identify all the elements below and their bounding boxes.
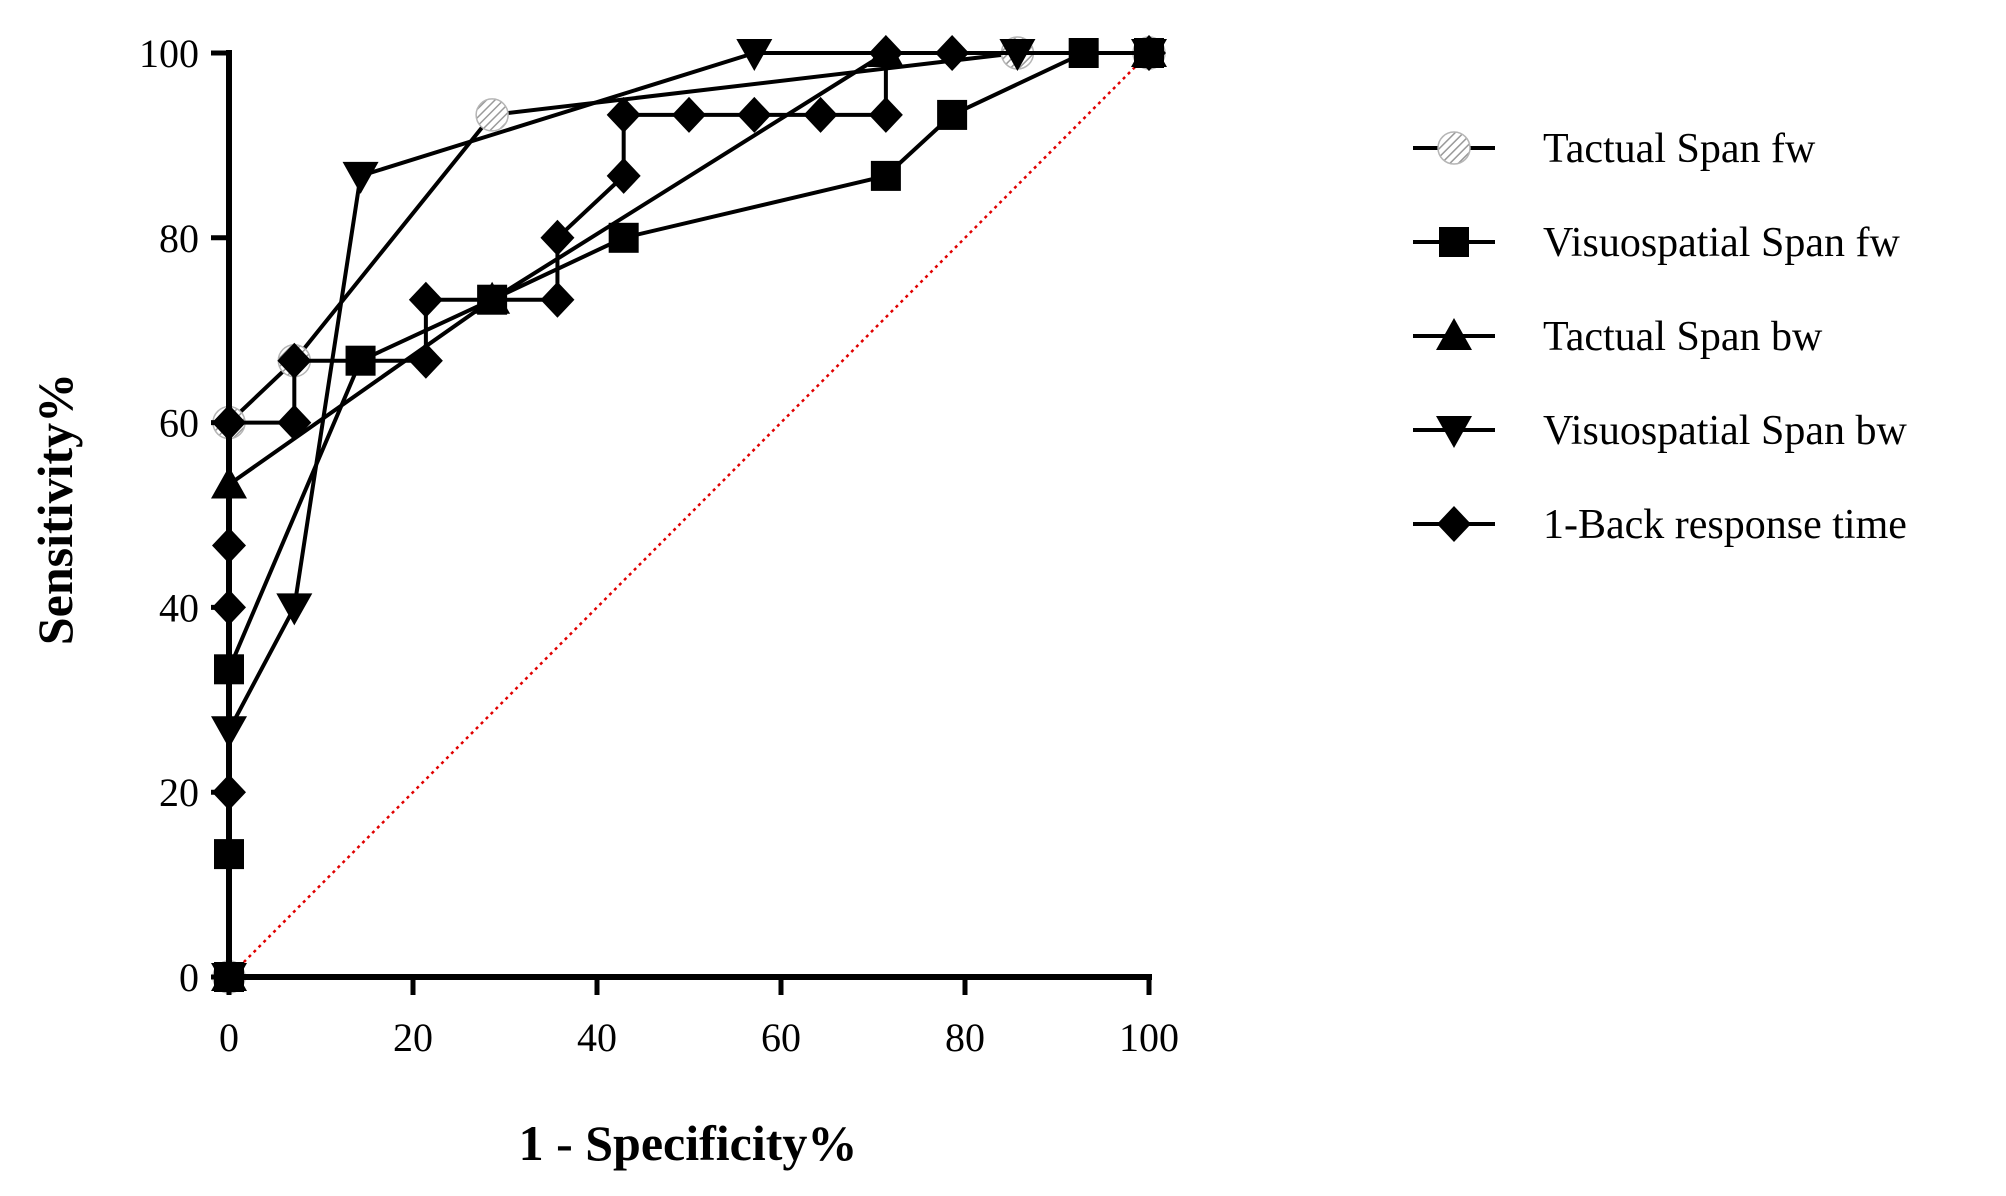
legend-marker-tactual-span-bw xyxy=(1436,318,1472,350)
data-point-visuospatial-span-bw xyxy=(736,39,773,71)
y-axis-title: Sensitivity% xyxy=(27,373,83,645)
legend-item-tactual-span-fw: Tactual Span fw xyxy=(1413,126,1816,172)
x-tick-label: 80 xyxy=(945,1015,985,1060)
data-point-1-back-response-time xyxy=(540,219,575,256)
data-point-visuospatial-span-fw xyxy=(870,160,901,191)
data-point-1-back-response-time xyxy=(606,96,641,133)
data-point-1-back-response-time xyxy=(1132,35,1166,71)
plot-area xyxy=(211,35,1167,995)
data-point-tactual-span-fw xyxy=(475,98,509,132)
data-point-1-back-response-time xyxy=(672,96,706,133)
legend-marker-1-back-response-time xyxy=(1437,506,1471,542)
legend-label: Tactual Span fw xyxy=(1543,126,1816,172)
y-tick-label: 20 xyxy=(159,770,199,815)
y-tick-label: 80 xyxy=(159,216,199,261)
y-tick-label: 60 xyxy=(159,401,199,446)
legend-marker-tactual-span-fw xyxy=(1437,131,1471,165)
legend-label: 1-Back response time xyxy=(1543,502,1907,548)
legend-item-1-back-response-time: 1-Back response time xyxy=(1413,502,1907,548)
x-axis-title: 1 - Specificity% xyxy=(519,1115,858,1171)
data-point-visuospatial-span-fw xyxy=(937,99,968,130)
legend-marker-visuospatial-span-fw xyxy=(1439,227,1469,257)
axes: 0 20 40 60 80 100 0 20 40 60 80 100 xyxy=(139,31,1179,1060)
y-tick-label: 40 xyxy=(159,585,199,630)
legend-label: Tactual Span bw xyxy=(1543,314,1823,360)
x-tick-label: 20 xyxy=(393,1015,433,1060)
data-point-1-back-response-time xyxy=(408,342,443,379)
data-point-1-back-response-time xyxy=(803,96,838,133)
data-point-1-back-response-time xyxy=(606,157,641,194)
x-tick-label: 100 xyxy=(1119,1015,1179,1060)
data-point-visuospatial-span-fw xyxy=(608,222,639,253)
data-point-visuospatial-span-bw xyxy=(342,161,379,194)
data-point-1-back-response-time xyxy=(277,404,312,441)
data-point-1-back-response-time xyxy=(868,96,903,133)
legend-label: Visuospatial Span bw xyxy=(1543,408,1907,454)
y-tick-label: 0 xyxy=(179,955,199,1000)
data-point-visuospatial-span-bw xyxy=(276,593,313,626)
data-point-1-back-response-time xyxy=(540,281,575,318)
data-point-1-back-response-time xyxy=(935,35,970,71)
legend-item-visuospatial-span-fw: Visuospatial Span fw xyxy=(1413,220,1900,266)
data-point-1-back-response-time xyxy=(408,281,443,318)
data-point-1-back-response-time xyxy=(277,342,312,379)
legend: Tactual Span fw Visuospatial Span fw Tactu… xyxy=(1413,126,1907,548)
legend-marker-visuospatial-span-bw xyxy=(1436,416,1472,448)
reference-diagonal-line xyxy=(228,52,1150,978)
data-point-1-back-response-time xyxy=(737,96,772,133)
x-tick-label: 60 xyxy=(761,1015,801,1060)
x-tick-label: 40 xyxy=(577,1015,617,1060)
legend-item-visuospatial-span-bw: Visuospatial Span bw xyxy=(1413,408,1907,454)
y-tick-label: 100 xyxy=(139,31,199,76)
y-axis-ticks: 0 20 40 60 80 100 xyxy=(139,31,229,1000)
x-axis-ticks: 0 20 40 60 80 100 xyxy=(219,977,1179,1060)
legend-item-tactual-span-bw: Tactual Span bw xyxy=(1413,314,1823,360)
legend-label: Visuospatial Span fw xyxy=(1543,220,1900,266)
data-point-1-back-response-time xyxy=(868,35,903,71)
x-tick-label: 0 xyxy=(219,1015,239,1060)
